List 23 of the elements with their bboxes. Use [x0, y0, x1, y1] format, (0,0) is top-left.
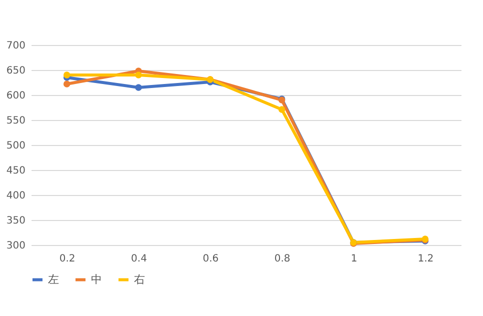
point	[278, 106, 286, 113]
y-tick-label: 350	[6, 216, 26, 226]
x-tick-label: 0.2	[59, 254, 76, 264]
point	[63, 80, 70, 88]
y-tick-label: 450	[6, 166, 26, 176]
x-tick-label: 1.2	[418, 254, 434, 264]
legend-label: 中	[91, 272, 102, 286]
x-tick-label: 1	[350, 254, 358, 264]
y-tick-label: 650	[6, 66, 26, 76]
point	[135, 84, 142, 91]
y-tick-label: 400	[6, 190, 26, 202]
legend-label: 左	[48, 272, 59, 286]
x-tick-label: 0.4	[131, 254, 147, 264]
legend-label: 右	[134, 272, 145, 286]
y-tick-label: 550	[6, 116, 26, 126]
x-tick-label: 0.8	[274, 254, 290, 264]
x-tick-label: 0.6	[202, 254, 219, 264]
point	[135, 72, 142, 78]
point	[63, 72, 70, 78]
y-tick-label: 700	[6, 40, 26, 52]
y-tick-label: 600	[6, 90, 26, 102]
y-tick-label: 300	[6, 240, 26, 252]
y-tick-label: 500	[6, 140, 26, 152]
